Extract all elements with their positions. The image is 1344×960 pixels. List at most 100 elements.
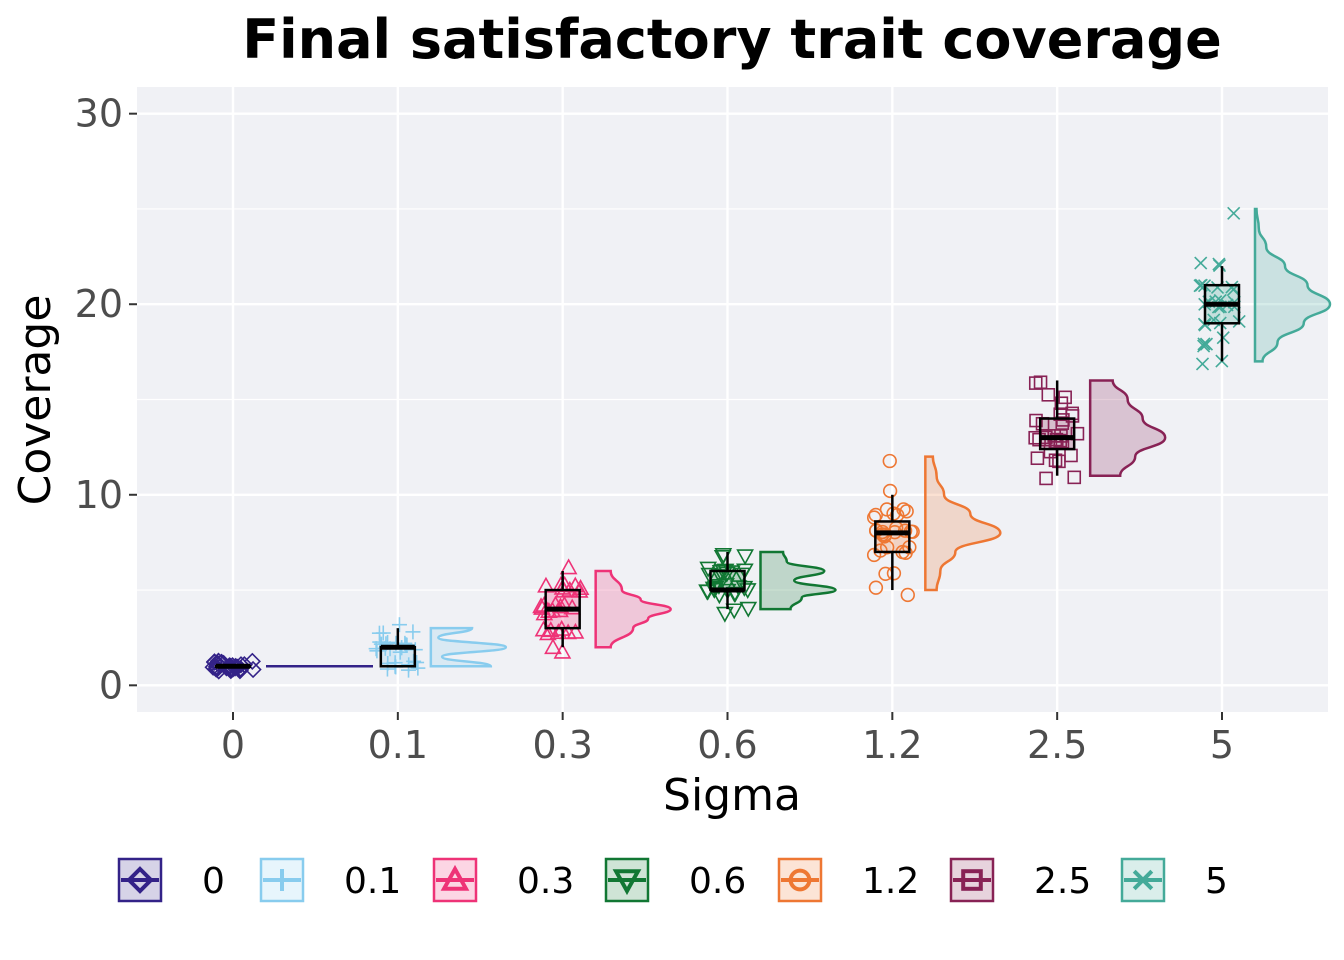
legend-marker <box>961 869 983 891</box>
box <box>709 569 746 592</box>
x-tick-label: 0.1 <box>368 723 428 767</box>
data-point <box>541 621 560 638</box>
data-point <box>699 561 718 578</box>
series-2.5 <box>1028 375 1167 486</box>
data-point <box>726 586 745 603</box>
data-point <box>1227 206 1241 220</box>
x-tick-label: 0.3 <box>532 723 592 767</box>
data-point <box>371 625 387 641</box>
data-point <box>1199 337 1214 351</box>
data-point <box>1048 453 1063 468</box>
series-1.2 <box>866 453 1002 603</box>
data-point <box>1033 375 1048 390</box>
legend-label: 5 <box>1205 861 1228 902</box>
data-point <box>235 656 254 674</box>
data-point <box>1028 376 1043 390</box>
x-tick-label: 2.5 <box>1027 723 1087 767</box>
data-point <box>232 656 250 674</box>
legend-label: 2.5 <box>1034 861 1091 902</box>
density-cloud <box>759 550 837 611</box>
data-point <box>243 652 261 670</box>
data-point <box>868 580 884 595</box>
data-point <box>566 576 585 593</box>
legend-marker <box>788 868 812 892</box>
y-tick-label: 0 <box>99 663 123 707</box>
data-point <box>559 623 577 640</box>
series-0.6 <box>698 548 837 623</box>
y-axis-title: Coverage <box>10 295 61 506</box>
data-point <box>1194 256 1208 270</box>
data-point <box>1029 413 1043 428</box>
chart-title: Final satisfactory trait coverage <box>242 8 1221 71</box>
box <box>1038 417 1076 451</box>
data-point <box>882 483 898 499</box>
data-point <box>212 653 231 671</box>
legend-marker <box>612 869 642 896</box>
density-cloud <box>1088 379 1167 477</box>
axes: 0 10 20 30 0 0.1 0.3 0.6 1.2 2.5 5 <box>75 92 1234 767</box>
data-point <box>1058 390 1072 405</box>
legend-label: 0 <box>202 861 225 902</box>
data-point <box>405 624 421 640</box>
legend-item-2.5: 2.5 <box>949 857 1091 903</box>
data-point <box>711 565 730 582</box>
y-tick-label: 30 <box>75 92 123 136</box>
data-point <box>710 578 728 595</box>
data-point <box>1195 357 1210 371</box>
density-cloud <box>1253 207 1332 363</box>
data-point <box>1030 451 1045 466</box>
data-point <box>739 601 758 618</box>
legend-item-0.6: 0.6 <box>604 857 746 903</box>
data-point <box>886 566 902 581</box>
data-point <box>205 653 224 671</box>
data-point <box>896 502 911 517</box>
data-point <box>900 587 915 603</box>
legend-label: 0.1 <box>344 861 401 902</box>
x-tick-label: 0.6 <box>697 723 757 767</box>
x-tick-label: 1.2 <box>862 723 922 767</box>
x-tick-label: 5 <box>1210 723 1234 767</box>
data-point <box>1225 280 1239 294</box>
data-point <box>1052 454 1066 469</box>
data-point <box>736 549 754 566</box>
legend-label: 0.3 <box>517 861 574 902</box>
data-point <box>539 624 557 641</box>
data-point <box>391 617 407 633</box>
legend-marker <box>1132 869 1154 891</box>
density-cloud <box>594 569 672 649</box>
y-tick-label: 20 <box>75 282 123 326</box>
data-point <box>1039 471 1053 486</box>
data-point <box>551 597 570 614</box>
data-point <box>882 453 897 469</box>
legend-marker <box>271 869 293 891</box>
box <box>379 645 417 668</box>
density-cloud <box>924 455 1002 592</box>
data-marks <box>204 206 1332 680</box>
data-point <box>409 654 425 670</box>
data-point <box>544 638 562 655</box>
legend-item-1.2: 1.2 <box>777 857 919 903</box>
data-point <box>1056 413 1070 427</box>
legend-marker <box>126 866 154 894</box>
y-tick-label: 10 <box>75 473 123 517</box>
data-point <box>1070 426 1085 441</box>
x-tick-label: 0 <box>221 723 245 767</box>
legend-label: 0.6 <box>689 861 746 902</box>
legend: 0 0.1 0.3 0.6 1.2 2.5 5 <box>117 857 1228 903</box>
data-point <box>1067 470 1082 485</box>
series-0.3 <box>532 558 672 659</box>
data-point <box>1197 337 1211 351</box>
series-0.1 <box>368 617 508 678</box>
data-point <box>716 606 734 623</box>
legend-item-0: 0 <box>117 857 225 903</box>
legend-marker <box>440 864 470 891</box>
legend-item-0.3: 0.3 <box>432 857 574 903</box>
x-axis-title: Sigma <box>663 770 801 821</box>
data-point <box>725 603 744 620</box>
data-point <box>700 567 719 584</box>
legend-item-5: 5 <box>1120 857 1228 903</box>
legend-item-0.1: 0.1 <box>259 857 401 903</box>
series-0 <box>204 652 373 680</box>
data-point <box>1041 387 1056 402</box>
